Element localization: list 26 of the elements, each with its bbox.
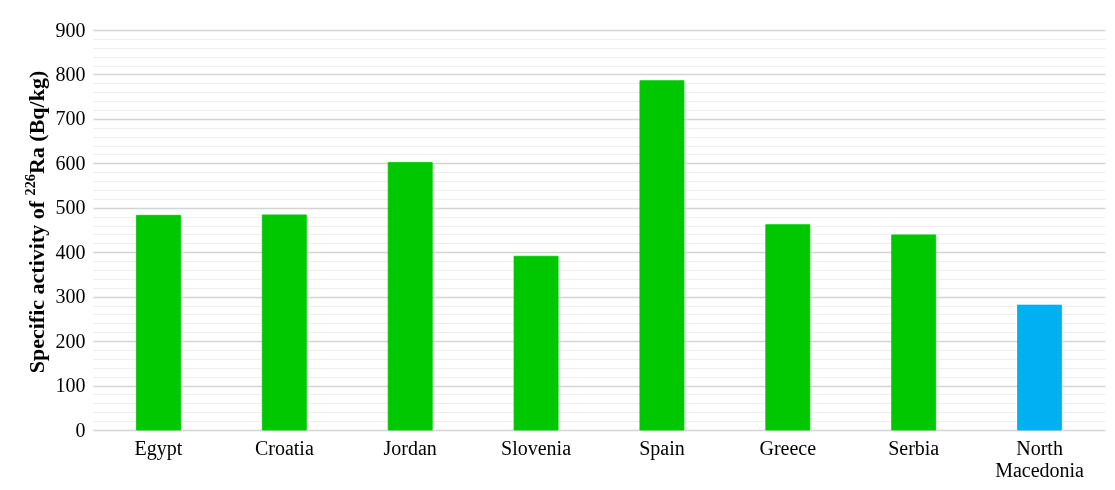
y-tick-label: 600 (55, 151, 86, 174)
bar (891, 234, 937, 431)
y-tick-label: 200 (55, 329, 86, 352)
y-tick-label: 800 (55, 62, 86, 85)
x-tick-label: North Macedonia (995, 436, 1085, 481)
bar (135, 214, 181, 431)
bar (261, 214, 307, 431)
x-tick-label: Serbia (888, 436, 940, 459)
y-tick-label: 0 (75, 418, 86, 441)
y-tick-label: 400 (55, 240, 86, 263)
y-tick-label: 100 (55, 374, 86, 397)
bar (765, 224, 811, 431)
bar (1017, 304, 1063, 431)
bar (387, 161, 433, 431)
bar (639, 80, 685, 431)
x-tick-label: Jordan (383, 436, 437, 459)
y-tick-label: 500 (55, 196, 86, 219)
x-tick-label: Spain (639, 436, 685, 460)
bar (513, 255, 559, 431)
x-tick-label: Croatia (254, 436, 314, 459)
y-tick-label: 700 (55, 107, 86, 130)
x-tick-label: Egypt (134, 436, 183, 460)
y-tick-label: 300 (55, 285, 86, 308)
y-tick-label: 900 (55, 18, 86, 41)
x-tick-label: Slovenia (501, 436, 572, 459)
x-tick-label: Greece (759, 436, 817, 459)
